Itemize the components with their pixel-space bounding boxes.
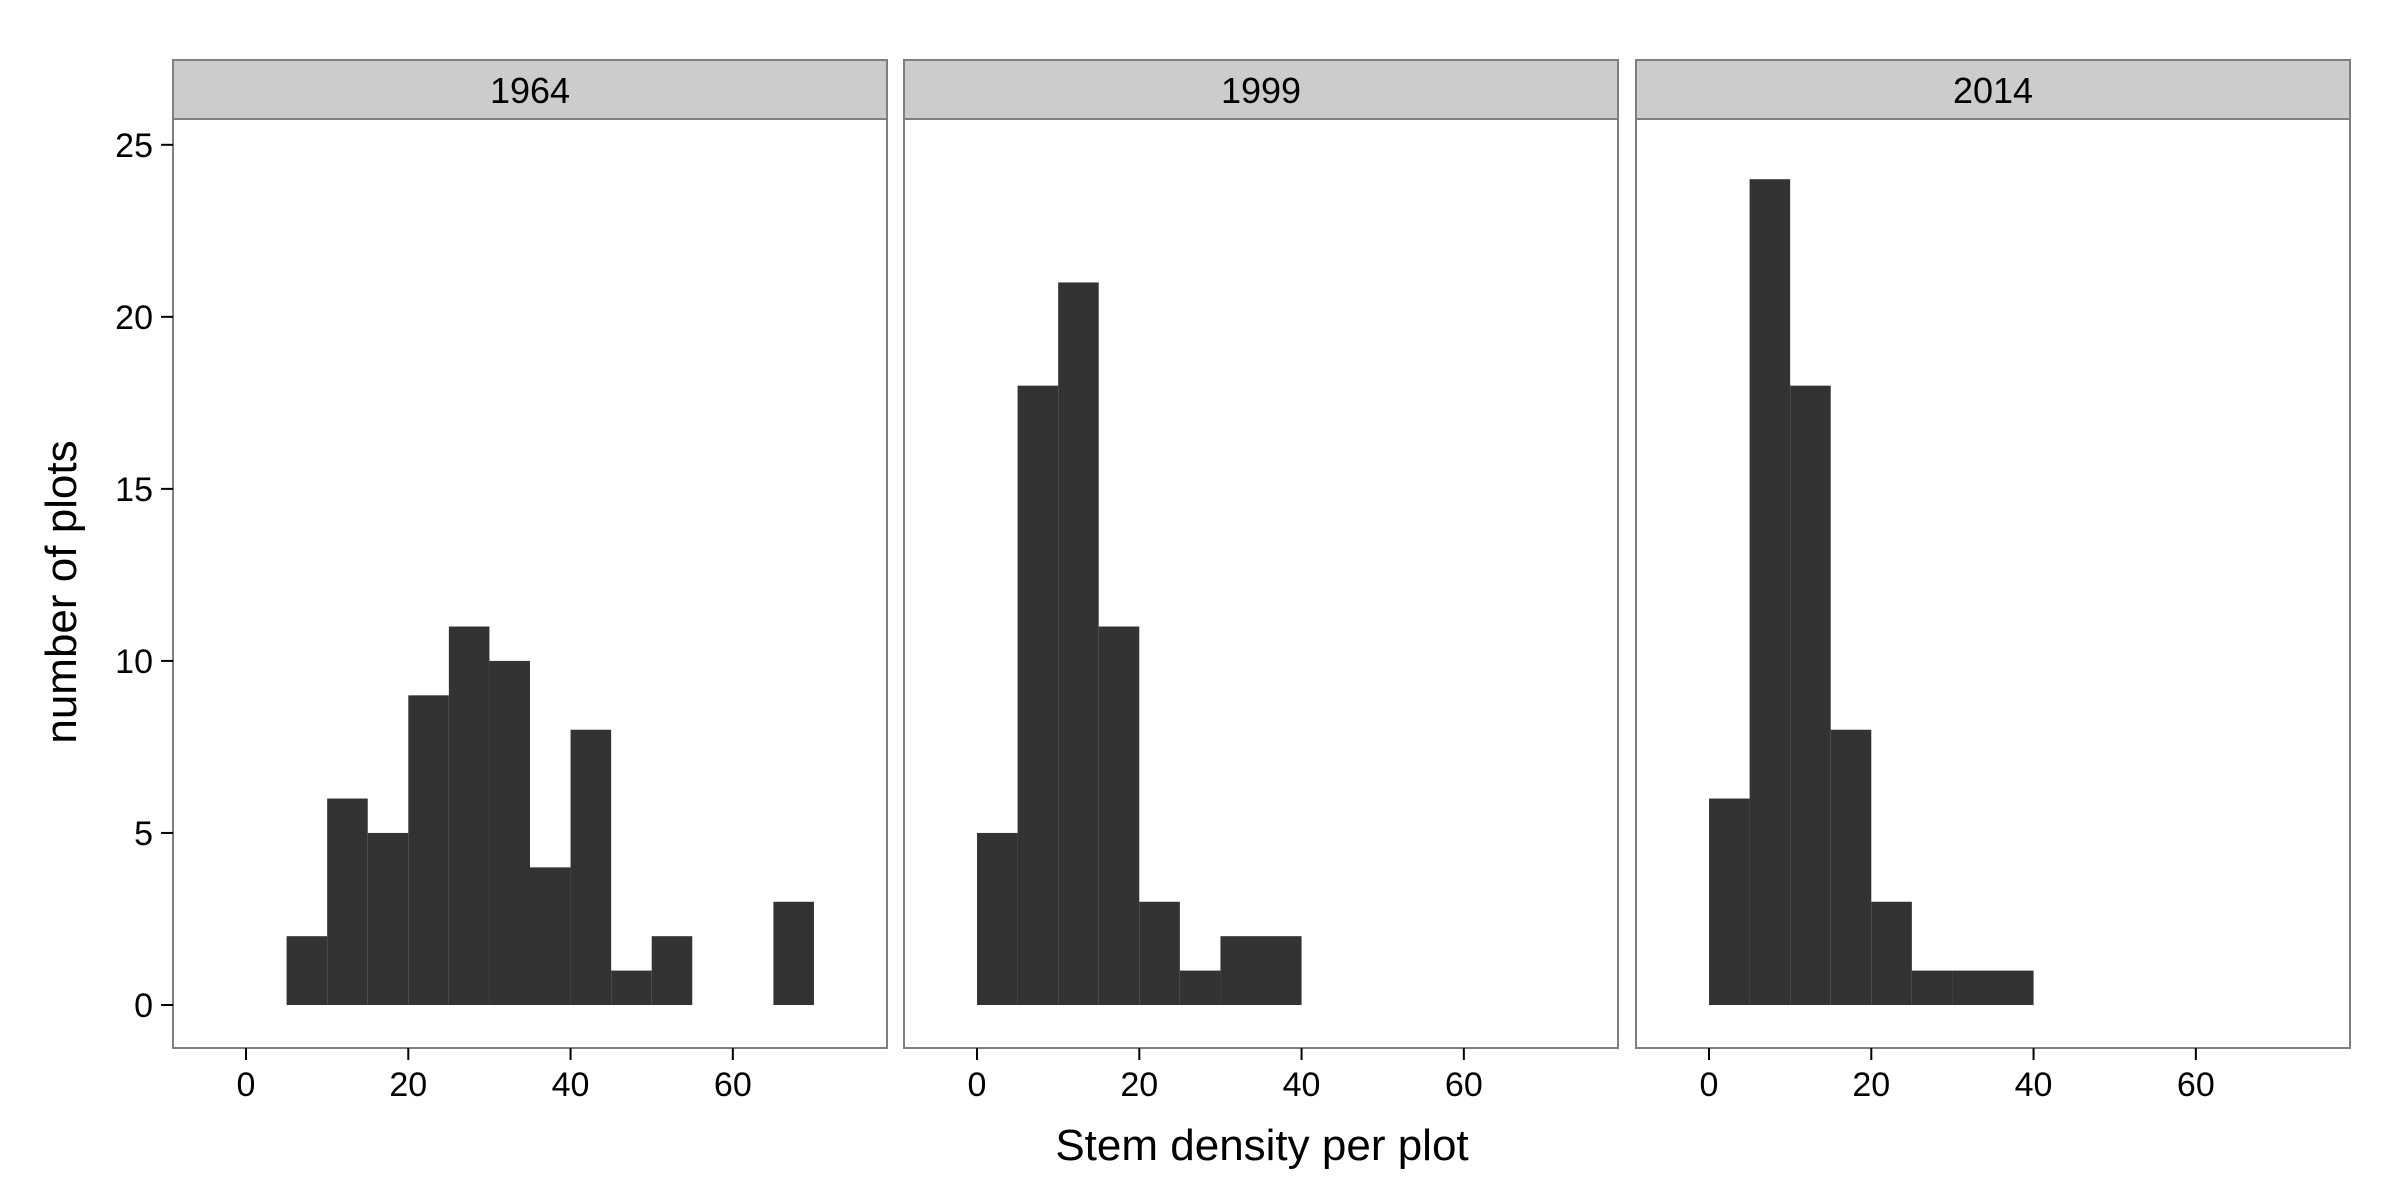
facet-strip-label: 1999 — [1221, 70, 1301, 111]
facet-strip-label: 2014 — [1953, 70, 2033, 111]
panel-border — [903, 118, 1619, 1049]
histogram-bar — [1871, 901, 1912, 1005]
y-tick-label: 10 — [115, 643, 153, 681]
x-tick-label: 20 — [1852, 1066, 1890, 1104]
histogram-bar — [773, 901, 814, 1005]
histogram-bar — [1220, 936, 1261, 1005]
histogram-bar — [1017, 385, 1059, 1005]
x-tick-label: 40 — [1283, 1066, 1321, 1104]
x-tick-label: 0 — [1700, 1066, 1719, 1104]
facet-strip — [172, 59, 888, 120]
panel-1964: 1964 0 20 40 60 — [172, 59, 888, 1104]
y-tick-label: 25 — [115, 127, 153, 165]
histogram-bar — [1790, 385, 1831, 1005]
histogram-bar — [651, 936, 693, 1005]
histogram-bar — [489, 660, 530, 1005]
histogram-bar — [611, 970, 652, 1005]
y-tick-label: 15 — [115, 471, 153, 509]
histogram-bar — [1139, 901, 1180, 1005]
histogram-bar — [1098, 626, 1140, 1005]
y-axis-title: number of plots — [37, 440, 86, 743]
panel-border — [1635, 118, 2351, 1049]
facet-strip-label: 1964 — [490, 70, 570, 111]
x-tick-label: 60 — [1445, 1066, 1483, 1104]
panel-border — [172, 118, 888, 1049]
histogram-bar — [367, 832, 409, 1005]
x-tick-label: 60 — [714, 1066, 752, 1104]
histogram-bar — [1058, 282, 1099, 1005]
histogram-bar — [977, 832, 1018, 1005]
y-tick-label: 0 — [134, 987, 153, 1025]
facet-strip — [1635, 59, 2351, 120]
x-tick-label: 60 — [2177, 1066, 2215, 1104]
histogram-bar — [1709, 798, 1750, 1005]
x-tick-label: 0 — [968, 1066, 987, 1104]
panels-layer: 1964 0 20 40 60 1999 0 20 40 60 2014 0 20 40 60 — [172, 59, 2351, 1104]
histogram-bar — [408, 695, 449, 1005]
histogram-bar — [1179, 970, 1221, 1005]
y-tick-label: 20 — [115, 299, 153, 337]
histogram-bar — [1749, 179, 1791, 1005]
facet-strip — [903, 59, 1619, 120]
histogram-bar — [1993, 970, 2034, 1005]
x-tick-label: 20 — [1120, 1066, 1158, 1104]
x-tick-label: 40 — [552, 1066, 590, 1104]
panel-1999: 1999 0 20 40 60 — [903, 59, 1619, 1104]
x-tick-label: 20 — [389, 1066, 427, 1104]
histogram-bar — [286, 936, 328, 1005]
histogram-bar — [448, 626, 490, 1005]
histogram-bar — [530, 867, 571, 1005]
histogram-bar — [1952, 970, 1993, 1005]
histogram-bar — [1261, 936, 1302, 1005]
y-tick-label: 5 — [134, 815, 153, 853]
panel-2014: 2014 0 20 40 60 — [1635, 59, 2351, 1104]
histogram-bar — [1911, 970, 1953, 1005]
x-tick-label: 0 — [237, 1066, 256, 1104]
histogram-bar — [327, 798, 368, 1005]
y-axis: 0 5 10 15 20 25 — [115, 127, 173, 1025]
histogram-bar — [1830, 729, 1872, 1005]
x-axis-title: Stem density per plot — [1055, 1121, 1468, 1170]
histogram-bar — [570, 729, 612, 1005]
x-tick-label: 40 — [2015, 1066, 2053, 1104]
